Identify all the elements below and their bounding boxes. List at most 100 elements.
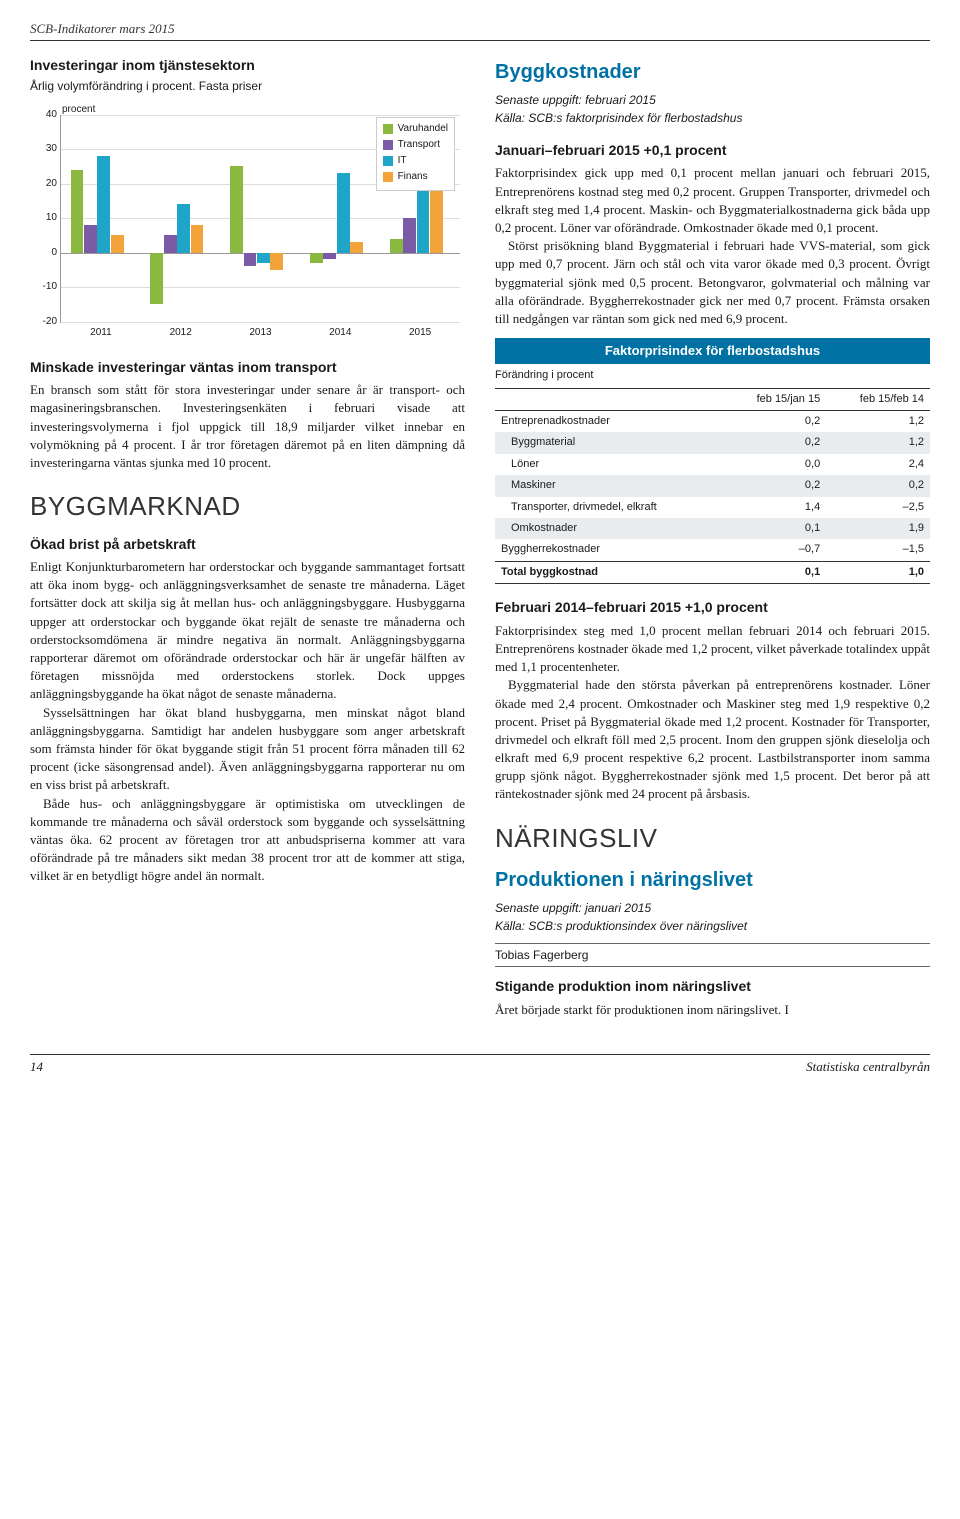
table-cell: 0,1 — [723, 518, 826, 539]
legend-swatch — [383, 172, 393, 182]
table-row: Omkostnader0,11,9 — [495, 518, 930, 539]
table-subhead: Förändring i procent — [495, 368, 930, 383]
chart-title: Investeringar inom tjänstesektorn — [30, 56, 465, 76]
table-row: Entreprenadkostnader0,21,2 — [495, 411, 930, 433]
subhead-stigande: Stigande produktion inom näringslivet — [495, 977, 930, 997]
legend-label: Transport — [398, 138, 440, 152]
legend-label: Varuhandel — [398, 122, 448, 136]
chart-bar — [310, 253, 323, 263]
chart-bar — [323, 253, 336, 260]
ytick-label: 20 — [33, 177, 57, 191]
chart-bar — [71, 170, 84, 253]
ytick-label: 10 — [33, 211, 57, 225]
chart-legend: Varuhandel Transport IT Finans — [376, 117, 455, 191]
table-title: Faktorprisindex för flerbostadshus — [495, 338, 930, 364]
paragraph-block: Faktorprisindex steg med 1,0 procent mel… — [495, 622, 930, 804]
paragraph: Både hus- och anläggningsbyggare är opti… — [30, 795, 465, 886]
chart-bar — [390, 239, 403, 253]
section-heading-byggmarknad: BYGGMARKNAD — [30, 488, 465, 524]
chart-subtitle: Årlig volymförändring i procent. Fasta p… — [30, 78, 465, 95]
table-col-2: feb 15/feb 14 — [826, 388, 930, 410]
chart-bar — [230, 166, 243, 252]
bar-chart: procent 403020100-10-2020112012201320142… — [30, 103, 465, 343]
ytick-label: 0 — [33, 246, 57, 260]
legend-label: IT — [398, 154, 407, 168]
table-cell: 1,9 — [826, 518, 930, 539]
chart-bar — [177, 204, 190, 252]
page-header: SCB-Indikatorer mars 2015 — [30, 20, 930, 41]
legend-swatch — [383, 156, 393, 166]
table-cell: 0,1 — [723, 561, 826, 583]
xtick-label: 2012 — [170, 326, 192, 340]
paragraph: Faktorprisindex steg med 1,0 procent mel… — [495, 622, 930, 677]
table-row: Maskiner0,20,2 — [495, 475, 930, 496]
table-cell: 1,2 — [826, 432, 930, 453]
subhead-arbetskraft: Ökad brist på arbetskraft — [30, 535, 465, 555]
table-cell: Maskiner — [495, 475, 723, 496]
table-cell: Entreprenadkostnader — [495, 411, 723, 433]
chart-bar — [97, 156, 110, 253]
paragraph-block: Faktorprisindex gick upp med 0,1 procent… — [495, 164, 930, 328]
content-columns: Investeringar inom tjänstesektorn Årlig … — [30, 56, 930, 1029]
table-header-row: feb 15/jan 15 feb 15/feb 14 — [495, 388, 930, 410]
xtick-label: 2014 — [329, 326, 351, 340]
table-cell: Omkostnader — [495, 518, 723, 539]
section-heading-produktionen: Produktionen i näringslivet — [495, 866, 930, 894]
ytick-label: -20 — [33, 315, 57, 329]
ytick-label: -10 — [33, 280, 57, 294]
paragraph-block: Enligt Konjunkturbarometern har ordersto… — [30, 558, 465, 885]
chart-bar — [403, 218, 416, 252]
xtick-label: 2015 — [409, 326, 431, 340]
chart-bar — [191, 225, 204, 253]
table-cell: 0,2 — [826, 475, 930, 496]
footer-source: Statistiska centralbyrån — [806, 1058, 930, 1076]
legend-label: Finans — [398, 170, 428, 184]
chart-bar — [84, 225, 97, 253]
author-name: Tobias Fagerberg — [495, 943, 930, 968]
xtick-label: 2013 — [249, 326, 271, 340]
chart-bar — [244, 253, 257, 267]
table-cell: –1,5 — [826, 539, 930, 561]
chart-bar — [430, 190, 443, 252]
table-cell: 1,2 — [826, 411, 930, 433]
paragraph: Enligt Konjunkturbarometern har ordersto… — [30, 558, 465, 704]
section-heading-naringsliv: NÄRINGSLIV — [495, 820, 930, 856]
paragraph: Störst prisökning bland Byggmaterial i f… — [495, 237, 930, 328]
subhead-transport: Minskade investeringar väntas inom trans… — [30, 358, 465, 378]
legend-item: IT — [383, 154, 448, 168]
table-cell: 0,0 — [723, 454, 826, 475]
table-cell: Byggherrekostnader — [495, 539, 723, 561]
table-row: Byggherrekostnader–0,7–1,5 — [495, 539, 930, 561]
table-cell: –0,7 — [723, 539, 826, 561]
paragraph: Faktorprisindex gick upp med 0,1 procent… — [495, 164, 930, 237]
table-cell: Total byggkostnad — [495, 561, 723, 583]
table-row: Byggmaterial0,21,2 — [495, 432, 930, 453]
paragraph: Byggmaterial hade den största påverkan p… — [495, 676, 930, 803]
subhead-janfeb: Januari–februari 2015 +0,1 procent — [495, 141, 930, 161]
chart-bar — [337, 173, 350, 252]
subhead-feb14feb15: Februari 2014–februari 2015 +1,0 procent — [495, 598, 930, 618]
meta-latest: Senaste uppgift: februari 2015 — [495, 92, 930, 109]
table-cell: Transporter, drivmedel, elkraft — [495, 497, 723, 518]
paragraph: En bransch som stått för stora investeri… — [30, 381, 465, 472]
table-cell: 0,2 — [723, 411, 826, 433]
legend-item: Transport — [383, 138, 448, 152]
legend-swatch — [383, 124, 393, 134]
table-cell: 1,4 — [723, 497, 826, 518]
left-column: Investeringar inom tjänstesektorn Årlig … — [30, 56, 465, 1029]
data-table: feb 15/jan 15 feb 15/feb 14 Entreprenadk… — [495, 388, 930, 585]
chart-bar — [350, 242, 363, 252]
table-cell: 0,2 — [723, 475, 826, 496]
section-heading-byggkostnader: Byggkostnader — [495, 58, 930, 86]
table-col-empty — [495, 388, 723, 410]
legend-item: Finans — [383, 170, 448, 184]
meta-source: Källa: SCB:s produktionsindex över närin… — [495, 918, 930, 935]
table-cell: 0,2 — [723, 432, 826, 453]
ytick-label: 30 — [33, 142, 57, 156]
page-number: 14 — [30, 1058, 43, 1076]
chart-bar — [111, 235, 124, 252]
legend-item: Varuhandel — [383, 122, 448, 136]
chart-bar — [270, 253, 283, 270]
legend-swatch — [383, 140, 393, 150]
table-cell: Byggmaterial — [495, 432, 723, 453]
